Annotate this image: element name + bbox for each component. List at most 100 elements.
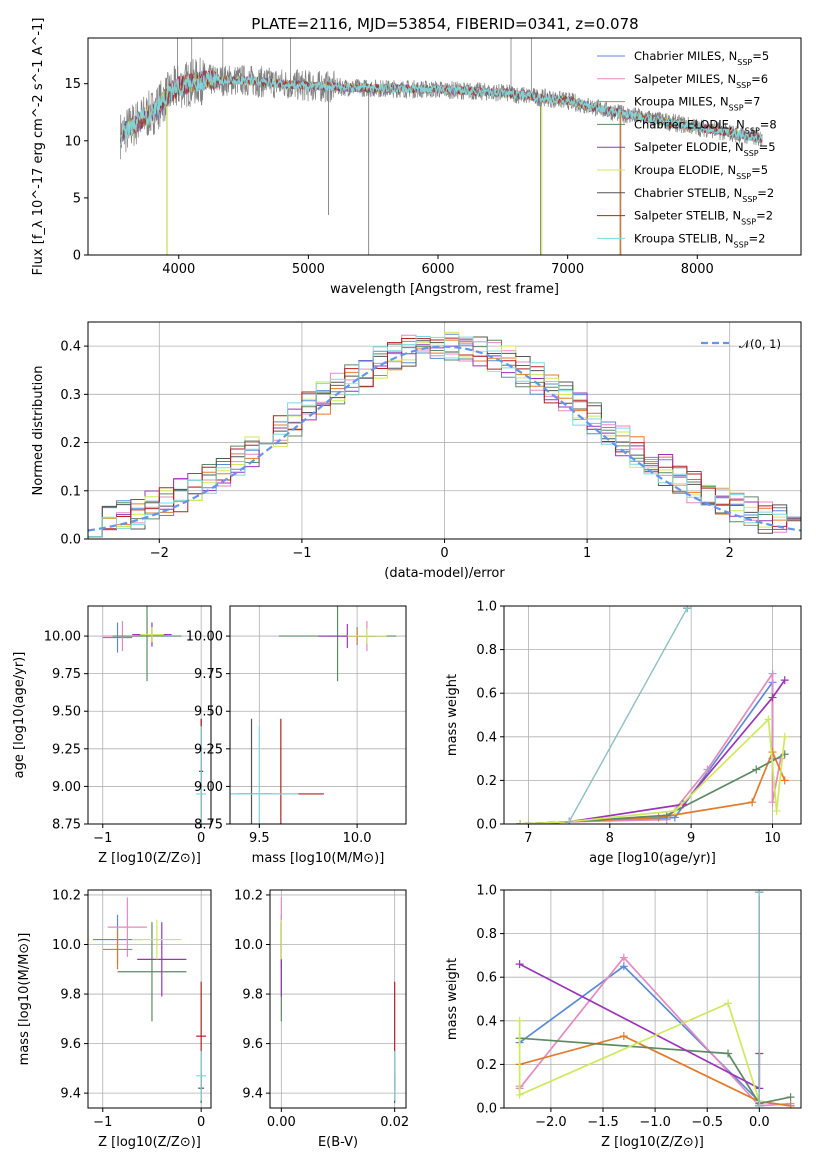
mass_vs_Z-ylabel: mass [log10(M/M⊙)] <box>17 933 32 1066</box>
weight-marker-5 <box>515 1090 524 1099</box>
y-tick-label: 0.3 <box>60 388 81 403</box>
mass_vs_EBV-plot-area <box>270 890 406 1108</box>
weight-marker-5 <box>764 715 773 724</box>
weight-marker-5 <box>670 806 679 815</box>
age_vs_Z-xlabel: Z [log10(Z/Z⊙)] <box>98 851 201 866</box>
age_vs_mass-plot-area <box>230 606 406 824</box>
legend-label-8: Kroupa STELIB, NSSP=2 <box>634 231 765 249</box>
weight-series-3 <box>519 1037 791 1105</box>
weight-marker-2 <box>748 798 757 807</box>
mass_vs_Z-frame <box>87 889 212 1109</box>
y-tick-label: 10.2 <box>234 888 263 903</box>
residuals-plot-area <box>88 322 801 539</box>
legend-label-3: Chabrier ELODIE, NSSP=8 <box>634 117 777 135</box>
x-tick-label: 9.5 <box>249 831 270 846</box>
y-tick-label: 0.0 <box>476 1102 497 1117</box>
spectrum-plot-area <box>119 38 763 255</box>
x-tick-label: 0.02 <box>380 1115 409 1130</box>
x-tick-label: 2 <box>726 546 734 561</box>
y-tick-label: 0.2 <box>476 1058 497 1073</box>
weight_vs_Z-xlabel: Z [log10(Z/Z⊙)] <box>601 1135 704 1150</box>
y-tick-label: 9.8 <box>242 988 263 1003</box>
x-tick-label: 5000 <box>292 262 325 277</box>
spectrum-ylabel: Flux [f_λ 10^-17 erg cm^-2 s^-1 A^-1] <box>31 18 46 276</box>
weight-marker-5 <box>724 999 733 1008</box>
legend-label-7: Salpeter STELIB, NSSP=2 <box>634 209 773 227</box>
x-tick-label: 0.00 <box>267 1115 296 1130</box>
age_vs_Z-plot-area <box>88 606 211 824</box>
age_vs_Z-frame <box>87 605 212 825</box>
weight-marker-1 <box>768 669 777 678</box>
y-tick-label: 10.2 <box>52 888 81 903</box>
x-tick-label: 10.0 <box>343 831 372 846</box>
x-tick-label: 10 <box>764 831 781 846</box>
panel-spectrum: 4000 5000 6000 7000 8000 0 5 10 15 wavelength [An… <box>31 18 802 297</box>
y-tick-label: 0.4 <box>476 730 497 745</box>
mass_vs_EBV-xlabel: E(B-V) <box>318 1135 358 1150</box>
weight_vs_age-frame <box>503 605 802 825</box>
y-tick-label: 10.00 <box>44 630 81 645</box>
y-tick-label: 9.6 <box>60 1037 81 1052</box>
y-tick-label: 9.75 <box>52 667 81 682</box>
y-tick-label: 0.4 <box>476 1014 497 1029</box>
spectrum-data-line <box>120 57 763 160</box>
weight-marker-2 <box>780 776 789 785</box>
weight_vs_Z-plot-area <box>504 890 801 1108</box>
weight-marker-8 <box>755 1101 764 1108</box>
x-tick-label: 0.0 <box>749 1115 770 1130</box>
x-tick-label: 9 <box>687 831 695 846</box>
legend-label-0: Chabrier MILES, NSSP=5 <box>634 49 769 67</box>
mass_vs_Z-xlabel: Z [log10(Z/Z⊙)] <box>98 1135 201 1150</box>
panel-mass_vs_Z: −1 0 9.4 9.6 9.8 10.0 10.2 Z [log10(Z/Z⊙)] mass … <box>17 888 212 1150</box>
y-tick-label: 0.8 <box>476 643 497 658</box>
residuals-ylabel: Normed distribution <box>31 366 46 496</box>
y-tick-label: 5 <box>73 191 81 206</box>
spectrum-model-8 <box>119 72 763 146</box>
weight-marker-4 <box>780 676 789 685</box>
x-tick-label: −1.0 <box>639 1115 671 1130</box>
age_vs_mass-frame <box>229 605 407 825</box>
y-tick-label: 15 <box>64 77 81 92</box>
y-tick-label: 9.50 <box>52 705 81 720</box>
y-tick-label: 0.4 <box>60 340 81 355</box>
x-tick-label: 0 <box>197 1115 205 1130</box>
weight-marker-5 <box>780 732 789 741</box>
panel-mass_vs_EBV: 0.00 0.02 9.4 9.6 9.8 10.0 10.2 E(B-V) <box>234 888 409 1150</box>
x-tick-label: 8 <box>606 831 614 846</box>
panel-weight_vs_Z: −2.0 −1.5 −1.0 −0.5 0.0 0.0 0.2 0.4 0.6 0.8 1.0 Z [… <box>445 884 802 1150</box>
y-tick-label: 1.0 <box>476 884 497 899</box>
x-tick-label: 7 <box>524 831 532 846</box>
weight-marker-4 <box>768 693 777 702</box>
weight-marker-8 <box>683 606 692 613</box>
weight-marker-3 <box>662 811 671 820</box>
panel-age_vs_mass: 9.5 10.0 8.75 9.00 9.25 9.50 9.75 10.00 mass [lo… <box>186 605 407 866</box>
x-tick-label: −0.5 <box>691 1115 723 1130</box>
y-tick-label: 9.50 <box>194 705 223 720</box>
weight-marker-2 <box>768 748 777 757</box>
y-tick-label: 10.0 <box>52 938 81 953</box>
weight-marker-5 <box>772 806 781 815</box>
y-tick-label: 9.00 <box>52 780 81 795</box>
y-tick-label: 0.0 <box>476 818 497 833</box>
panel-weight_vs_age: 7 8 9 10 0.0 0.2 0.4 0.6 0.8 1.0 age [log10(age/yr… <box>445 600 802 866</box>
weight-marker-2 <box>786 1101 795 1108</box>
mass_vs_EBV-frame <box>269 889 407 1109</box>
y-tick-label: 9.8 <box>60 988 81 1003</box>
x-tick-label: 0 <box>440 546 448 561</box>
x-tick-label: −1.5 <box>587 1115 619 1130</box>
x-tick-label: 7000 <box>551 262 584 277</box>
x-tick-label: 1 <box>583 546 591 561</box>
y-tick-label: 1.0 <box>476 600 497 615</box>
spectrum-frame <box>87 37 802 256</box>
weight-series-4 <box>520 679 786 824</box>
spectrum-xlabel: wavelength [Angstrom, rest frame] <box>330 282 559 297</box>
weight-marker-1 <box>619 953 628 962</box>
weight-marker-3 <box>786 1093 795 1102</box>
y-tick-label: 0.2 <box>60 436 81 451</box>
y-tick-label: 10 <box>64 134 81 149</box>
weight-series-2 <box>519 1035 791 1107</box>
y-tick-label: 9.75 <box>194 667 223 682</box>
weight-marker-5 <box>515 1016 524 1025</box>
x-tick-label: −1 <box>93 1115 112 1130</box>
